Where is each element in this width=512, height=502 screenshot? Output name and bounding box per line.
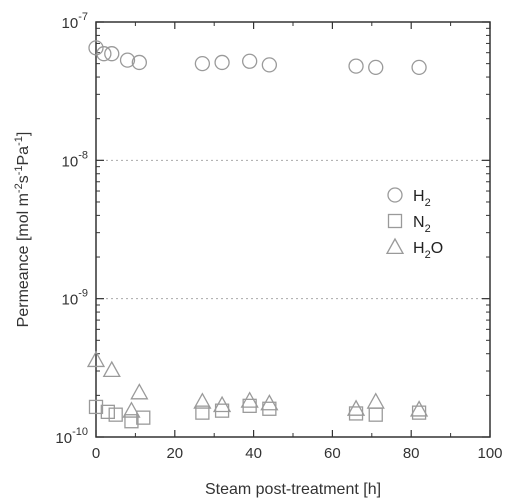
data-point-circle [131, 54, 147, 71]
x-tick-label: 100 [477, 445, 502, 462]
legend: H2 N2 H2O [385, 187, 443, 261]
data-point-triangle [212, 395, 232, 413]
series-circle [88, 40, 427, 76]
plot-frame [95, 21, 491, 438]
data-point-square [368, 407, 383, 422]
x-tick-label: 20 [166, 445, 183, 462]
data-point-triangle [260, 394, 279, 411]
y-axis-title: Permeance [mol m-2s-1Pa-1] [13, 132, 32, 328]
data-point-triangle [193, 392, 212, 409]
y-tick-label: 10-10 [55, 426, 88, 447]
legend-marker-square [387, 213, 403, 229]
grid-layer [96, 159, 490, 300]
data-point-square [100, 404, 115, 419]
data-point-square [124, 414, 139, 429]
data-point-circle [119, 52, 136, 68]
series-layer [86, 40, 429, 429]
y-tick-label: 10-9 [62, 288, 88, 309]
data-point-circle [214, 54, 230, 71]
data-point-triangle [102, 360, 121, 378]
x-tick-label: 0 [92, 445, 100, 462]
data-point-triangle [409, 400, 429, 417]
series-triangle [86, 350, 429, 418]
x-axis-title: Steam post-treatment [h] [205, 481, 381, 498]
series-square [88, 398, 427, 429]
x-tick-label: 40 [245, 445, 262, 462]
data-point-triangle [86, 350, 106, 368]
data-point-triangle [130, 383, 149, 400]
data-point-circle [368, 59, 384, 76]
data-point-circle [348, 58, 364, 74]
data-point-square [411, 405, 427, 420]
data-point-square [195, 405, 210, 420]
legend-marker-triangle [385, 237, 405, 255]
data-point-circle [104, 46, 120, 62]
data-point-circle [194, 55, 211, 72]
data-point-square [108, 407, 123, 422]
legend-marker-circle [387, 187, 403, 203]
legend-label: H2O [413, 240, 443, 261]
data-point-triangle [122, 401, 141, 418]
y-tick-label: 10-7 [62, 11, 88, 32]
data-point-square [214, 403, 230, 418]
data-point-triangle [240, 391, 259, 408]
tick-layer: 0 20 40 60 80 100 10-7 10-8 10-9 10-10 [55, 11, 502, 462]
x-tick-label: 80 [403, 445, 420, 462]
data-point-circle [96, 46, 112, 62]
y-tick-label: 10-8 [62, 149, 88, 170]
data-point-circle [411, 59, 427, 76]
data-point-circle [261, 57, 278, 73]
data-point-square [242, 398, 257, 413]
data-point-circle [242, 53, 258, 69]
data-point-triangle [366, 392, 385, 409]
legend-label: N2 [413, 214, 431, 235]
data-point-square [88, 399, 104, 415]
data-point-circle [88, 40, 104, 56]
legend-label: H2 [413, 188, 431, 209]
x-tick-label: 60 [324, 445, 341, 462]
data-point-square [262, 401, 277, 416]
data-point-triangle [346, 399, 366, 416]
